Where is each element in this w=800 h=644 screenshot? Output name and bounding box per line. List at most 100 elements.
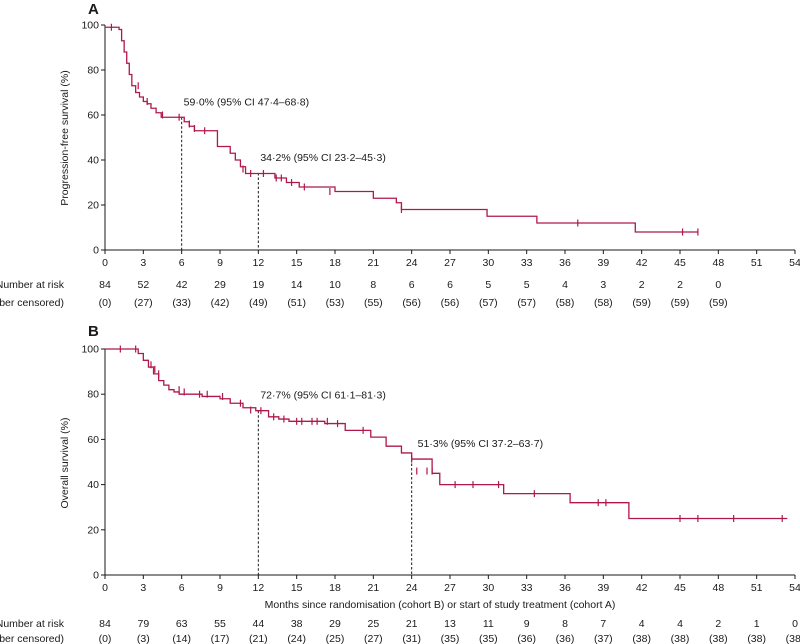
panel-a-at-risk-count: 84 bbox=[99, 279, 111, 291]
panel-b-x-tick-label: 27 bbox=[444, 582, 456, 594]
panel-b-censored-count: (0) bbox=[99, 633, 112, 644]
panel-b-x-tick-label: 18 bbox=[329, 582, 341, 594]
panel-b-annotation-label: 72·7% (95% CI 61·1–81·3) bbox=[260, 390, 385, 402]
panel-b-x-tick-label: 0 bbox=[102, 582, 108, 594]
panel-a-x-tick-label: 24 bbox=[406, 257, 418, 269]
panel-a-x-tick-label: 51 bbox=[751, 257, 763, 269]
panel-b-at-risk-count: 0 bbox=[792, 618, 798, 630]
panel-b-censored-count: (35) bbox=[441, 633, 460, 644]
panel-b-at-risk-count: 25 bbox=[367, 618, 379, 630]
panel-a-y-axis-label: Progression-free survival (%) bbox=[59, 70, 71, 205]
panel-a-at-risk-count: 42 bbox=[176, 279, 188, 291]
panel-a-x-tick-label: 33 bbox=[521, 257, 533, 269]
panel-a-x-tick-label: 39 bbox=[597, 257, 609, 269]
panel-a-censored-count: (59) bbox=[632, 297, 651, 309]
panel-a-x-tick-label: 6 bbox=[179, 257, 185, 269]
panel-a-annotation-label: 34·2% (95% CI 23·2–45·3) bbox=[260, 152, 385, 164]
panel-a-at-risk-count: 3 bbox=[600, 279, 606, 291]
panel-a-at-risk-count: 29 bbox=[214, 279, 226, 291]
panel-b-x-tick-label: 48 bbox=[712, 582, 724, 594]
panel-b-censored-count: (24) bbox=[287, 633, 306, 644]
panel-a-censored-count: (58) bbox=[594, 297, 613, 309]
panel-a-annotation-label: 59·0% (95% CI 47·4–68·8) bbox=[184, 96, 309, 108]
panel-b-x-tick-label: 33 bbox=[521, 582, 533, 594]
panel-b-x-axis-label: Months since randomisation (cohort B) or… bbox=[265, 599, 616, 611]
panel-a-x-tick-label: 45 bbox=[674, 257, 686, 269]
panel-a-at-risk-count: 2 bbox=[677, 279, 683, 291]
panel-a-x-tick-label: 0 bbox=[102, 257, 108, 269]
panel-a-censored-count: (42) bbox=[211, 297, 230, 309]
panel-a-curve-group bbox=[105, 23, 699, 236]
panel-a-x-tick-label: 30 bbox=[482, 257, 494, 269]
panel-a-y-tick-label: 100 bbox=[81, 20, 99, 32]
panel-a-x-tick-label: 9 bbox=[217, 257, 223, 269]
panel-b-x-tick-label: 21 bbox=[367, 582, 379, 594]
panel-b-at-risk-count: 8 bbox=[562, 618, 568, 630]
panel-b-censored-count: (25) bbox=[326, 633, 345, 644]
panel-b-censored-count: (36) bbox=[517, 633, 536, 644]
panel-b-censored-count: (21) bbox=[249, 633, 268, 644]
panel-a-x-tick-label: 48 bbox=[712, 257, 724, 269]
panel-a-censored-count: (51) bbox=[287, 297, 306, 309]
panel-b-x-tick-label: 24 bbox=[406, 582, 418, 594]
panel-a-at-risk-count: 5 bbox=[524, 279, 530, 291]
panel-a-censored-count: (59) bbox=[709, 297, 728, 309]
panel-b-at-risk-count: 1 bbox=[754, 618, 760, 630]
panel-b-y-tick-label: 80 bbox=[87, 389, 99, 401]
panel-a-letter: A bbox=[88, 1, 99, 18]
panel-b-y-tick-label: 20 bbox=[87, 524, 99, 536]
panel-b-y-axis-label: Overall survival (%) bbox=[59, 417, 71, 508]
panel-b-y-tick-label: 60 bbox=[87, 434, 99, 446]
panel-b-x-tick-label: 30 bbox=[482, 582, 494, 594]
panel-b-letter: B bbox=[88, 323, 99, 340]
panel-b-x-tick-label: 6 bbox=[179, 582, 185, 594]
panel-b-x-tick-label: 9 bbox=[217, 582, 223, 594]
panel-a-censored-count: (49) bbox=[249, 297, 268, 309]
panel-b-x-tick-label: 51 bbox=[751, 582, 763, 594]
panel-b-censored-count: (31) bbox=[402, 633, 421, 644]
panel-a-y-tick-label: 20 bbox=[87, 200, 99, 212]
panel-a-risk-header: Number at risk bbox=[0, 279, 65, 291]
panel-b-censored-count: (17) bbox=[211, 633, 230, 644]
panel-b-censored-count: (37) bbox=[594, 633, 613, 644]
panel-a-y-tick-label: 0 bbox=[93, 245, 99, 257]
panel-b-y-tick-label: 0 bbox=[93, 570, 99, 582]
panel-a-at-risk-count: 6 bbox=[447, 279, 453, 291]
panel-b-at-risk-count: 11 bbox=[483, 618, 494, 630]
panel-a-x-tick-label: 21 bbox=[367, 257, 379, 269]
panel-b-at-risk-count: 38 bbox=[291, 618, 303, 630]
panel-a-x-tick-label: 54 bbox=[789, 257, 800, 269]
panel-a-censored-count: (58) bbox=[556, 297, 575, 309]
panel-a-censored-count: (57) bbox=[517, 297, 536, 309]
panel-b-reference-lines bbox=[257, 410, 413, 575]
panel-a-reference-lines bbox=[181, 117, 259, 250]
panel-b-at-risk-count: 21 bbox=[406, 618, 418, 630]
panel-a-y-tick-label: 80 bbox=[87, 65, 99, 77]
panel-a-at-risk-count: 5 bbox=[485, 279, 491, 291]
panel-a-censored-count: (57) bbox=[479, 297, 498, 309]
panel-b-at-risk-count: 4 bbox=[677, 618, 683, 630]
panel-a-censored-count: (0) bbox=[99, 297, 112, 309]
panel-a-y-tick-label: 60 bbox=[87, 110, 99, 122]
panel-a-censored-count: (33) bbox=[172, 297, 191, 309]
panel-b-x-tick-label: 15 bbox=[291, 582, 303, 594]
panel-b-at-risk-count: 4 bbox=[639, 618, 645, 630]
panel-a-censored-count: (27) bbox=[134, 297, 153, 309]
panel-a-x-tick-label: 18 bbox=[329, 257, 341, 269]
panel-b-censored-count: (38) bbox=[747, 633, 766, 644]
panel-b-censored-count: (38) bbox=[786, 633, 800, 644]
panel-b-at-risk-count: 79 bbox=[137, 618, 149, 630]
panel-b-censored-count: (14) bbox=[172, 633, 191, 644]
panel-b-censored-count: (3) bbox=[137, 633, 150, 644]
panel-a-censored-count: (59) bbox=[671, 297, 690, 309]
panel-b-at-risk-count: 2 bbox=[715, 618, 721, 630]
panel-b-y-tick-label: 40 bbox=[87, 479, 99, 491]
panel-b-x-tick-label: 42 bbox=[636, 582, 648, 594]
panel-b-at-risk-count: 13 bbox=[444, 618, 456, 630]
panel-b-censored-count: (38) bbox=[671, 633, 690, 644]
panel-b-at-risk-count: 44 bbox=[252, 618, 264, 630]
panel-b-annotation-label: 51·3% (95% CI 37·2–63·7) bbox=[418, 438, 543, 450]
panel-b-annotations: 72·7% (95% CI 61·1–81·3) 51·3% (95% CI 37… bbox=[260, 390, 543, 450]
